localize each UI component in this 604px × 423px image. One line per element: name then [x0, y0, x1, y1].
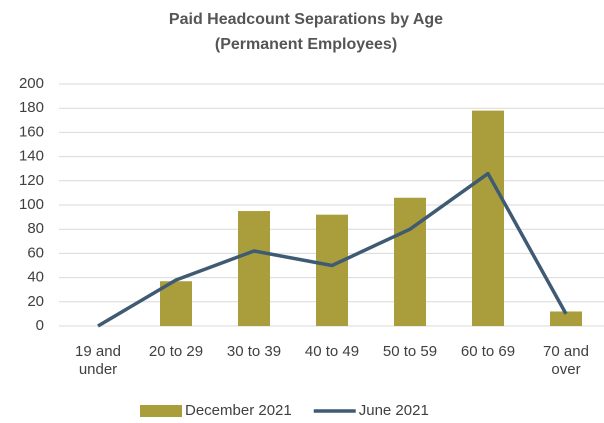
x-tick-label: 70 and over: [543, 343, 589, 378]
x-tick-label: 60 to 69: [460, 343, 516, 360]
y-tick-label: 20: [27, 293, 44, 310]
y-tick-label: 120: [19, 172, 44, 189]
bar: [316, 214, 348, 326]
y-tick-label: 40: [27, 269, 44, 286]
x-tick-label: 19 and under: [75, 343, 121, 378]
legend-label: June 2021: [359, 402, 429, 419]
x-tick-label: 30 to 39: [226, 343, 282, 360]
legend-label: December 2021: [185, 402, 292, 419]
y-tick-label: 180: [19, 99, 44, 116]
bar: [472, 110, 504, 327]
chart-subtitle: (Permanent Employees): [215, 36, 397, 53]
y-tick-label: 100: [19, 196, 44, 213]
y-tick-label: 80: [27, 220, 44, 237]
legend-swatch: [140, 405, 182, 417]
x-tick-label: 40 to 49: [304, 343, 360, 360]
bar: [394, 197, 426, 326]
x-tick-label: 50 to 59: [382, 343, 438, 360]
line: [97, 171, 568, 328]
bar: [550, 311, 582, 326]
y-tick-label: 200: [19, 75, 44, 92]
x-tick-label: 20 to 29: [148, 343, 204, 360]
chart-title: Paid Headcount Separations by Age: [169, 11, 443, 28]
bar: [160, 281, 192, 326]
y-tick-label: 140: [19, 148, 44, 165]
y-tick-label: 0: [36, 317, 44, 334]
y-tick-label: 160: [19, 123, 44, 140]
y-tick-label: 60: [27, 244, 44, 261]
bar: [238, 211, 270, 326]
